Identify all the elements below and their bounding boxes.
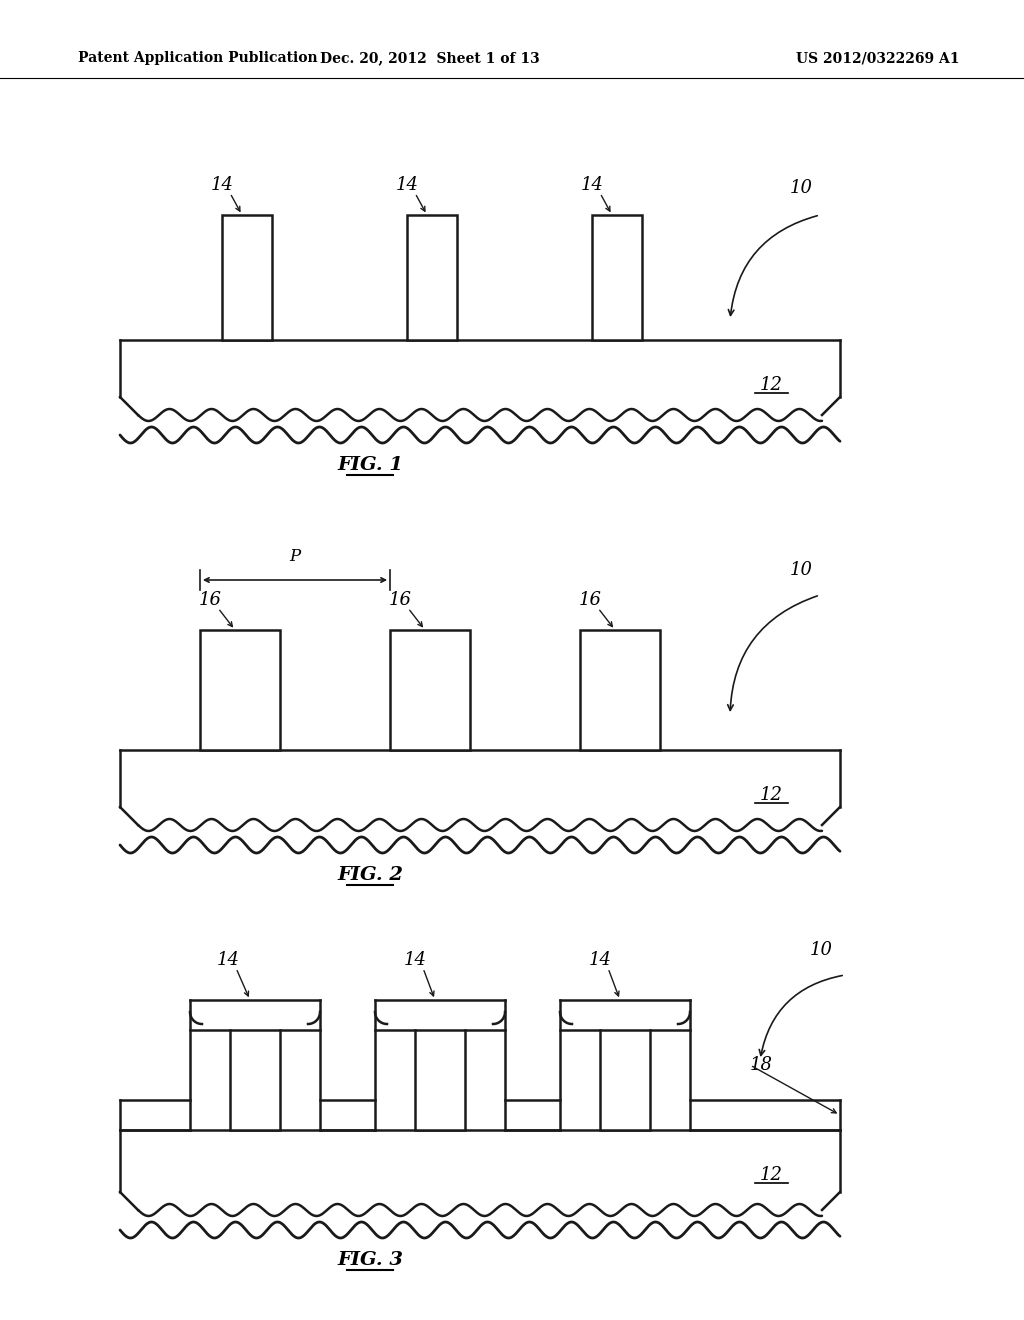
Text: FIG. 3: FIG. 3 xyxy=(337,1251,403,1269)
Bar xyxy=(230,1030,280,1130)
Text: 14: 14 xyxy=(403,950,427,969)
Text: 12: 12 xyxy=(760,376,783,393)
Bar xyxy=(390,630,470,750)
Text: US 2012/0322269 A1: US 2012/0322269 A1 xyxy=(797,51,961,65)
Text: 14: 14 xyxy=(581,176,603,194)
Text: 10: 10 xyxy=(810,941,833,960)
Text: Patent Application Publication: Patent Application Publication xyxy=(78,51,317,65)
Text: 10: 10 xyxy=(790,180,813,197)
Text: P: P xyxy=(290,548,301,565)
Text: 18: 18 xyxy=(750,1056,773,1074)
Bar xyxy=(407,215,457,341)
Text: 14: 14 xyxy=(395,176,419,194)
Bar xyxy=(580,630,660,750)
Text: FIG. 2: FIG. 2 xyxy=(337,866,403,884)
Text: 12: 12 xyxy=(760,1166,783,1184)
Text: FIG. 1: FIG. 1 xyxy=(337,455,403,474)
Text: 10: 10 xyxy=(790,561,813,579)
Bar xyxy=(200,630,280,750)
Text: 14: 14 xyxy=(211,176,233,194)
Text: 14: 14 xyxy=(589,950,611,969)
Text: 12: 12 xyxy=(760,785,783,804)
Text: 14: 14 xyxy=(216,950,240,969)
Bar xyxy=(222,215,272,341)
Bar xyxy=(592,215,642,341)
Text: 16: 16 xyxy=(579,591,601,609)
Text: 16: 16 xyxy=(199,591,221,609)
Text: Dec. 20, 2012  Sheet 1 of 13: Dec. 20, 2012 Sheet 1 of 13 xyxy=(321,51,540,65)
Bar xyxy=(600,1030,650,1130)
Text: 16: 16 xyxy=(388,591,412,609)
Bar xyxy=(415,1030,465,1130)
